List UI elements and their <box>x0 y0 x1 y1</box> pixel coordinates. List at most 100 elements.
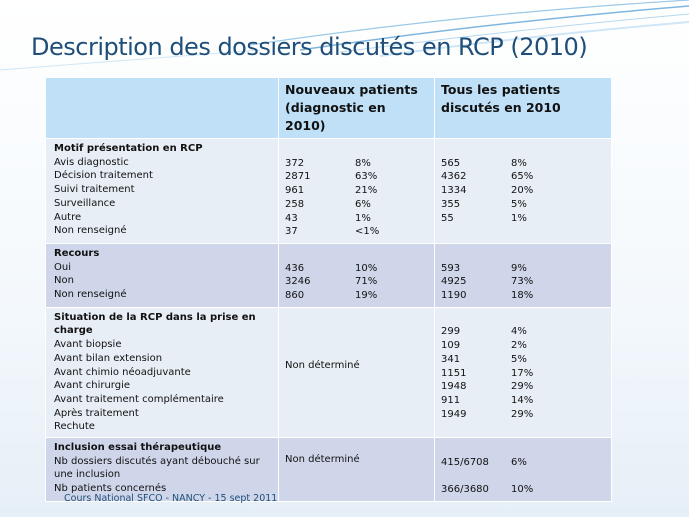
percent-value: 65% <box>511 171 534 183</box>
row-label: Avant chimio néoadjuvante <box>54 366 191 378</box>
value-row: 3246 71% <box>285 275 428 289</box>
count-value: 4362 <box>441 171 467 183</box>
value-row: 415/6708 6% <box>441 456 605 470</box>
value-row: 372 8% <box>285 157 428 171</box>
value-row: 37 <1% <box>285 225 428 239</box>
count-value: 565 <box>441 157 461 169</box>
value-row: 4925 73% <box>441 275 605 289</box>
count-value: 372 <box>285 157 305 169</box>
percent-value: <1% <box>355 226 380 238</box>
all-patients-cell: 565 8% 4362 65% 1334 20% 355 5% 55 1% <box>434 138 612 244</box>
header-new-patients: Nouveaux patients (diagnostic en 2010) <box>278 77 435 139</box>
value-row: 341 5% <box>441 353 605 367</box>
count-value: 415/6708 <box>441 456 489 468</box>
value-row: 43 1% <box>285 212 428 226</box>
row-label: Avis diagnostic <box>54 156 129 168</box>
value-row: 1949 29% <box>441 408 605 422</box>
value-row: 436 10% <box>285 262 428 276</box>
row-label: Oui <box>54 261 71 273</box>
value-row: 565 8% <box>441 157 605 171</box>
percent-value: 4% <box>511 326 527 338</box>
percent-value: 2% <box>511 340 527 352</box>
value-row: 1334 20% <box>441 184 605 198</box>
count-value: 1334 <box>441 185 467 197</box>
count-value: 1151 <box>441 367 467 379</box>
value-row: 2871 63% <box>285 170 428 184</box>
section-heading: Motif présentation en RCP <box>54 143 203 154</box>
row-label: Suivi traitement <box>54 184 135 196</box>
section-heading: Situation de la RCP dans la prise en cha… <box>54 311 256 337</box>
table-row: Inclusion essai thérapeutique Nb dossiers… <box>45 437 612 502</box>
row-label: Nb dossiers discutés ayant débouché sur … <box>54 455 260 481</box>
percent-value: 21% <box>355 185 378 197</box>
decorative-waves <box>0 0 689 71</box>
count-value: 3246 <box>285 276 311 288</box>
row-label: Non renseigné <box>54 289 127 301</box>
row-label: Non <box>54 275 74 287</box>
percent-value: 14% <box>511 394 534 406</box>
value-row: 355 5% <box>441 198 605 212</box>
percent-value: 73% <box>511 276 534 288</box>
value-row: 1948 29% <box>441 380 605 394</box>
value-row: 961 21% <box>285 184 428 198</box>
count-value: 366/3680 <box>441 484 489 496</box>
new-patients-cell: Non déterminé <box>278 306 435 439</box>
count-value: 4925 <box>441 276 467 288</box>
percent-value: 8% <box>355 157 371 169</box>
percent-value: 10% <box>511 484 534 496</box>
percent-value: 29% <box>511 381 534 393</box>
count-value: 436 <box>285 262 305 274</box>
count-value: 911 <box>441 394 461 406</box>
count-value: 860 <box>285 290 305 301</box>
table-row: Recours Oui Non Non renseigné 436 10% 3246 71% 8… <box>45 242 612 308</box>
table-row: Situation de la RCP dans la prise en cha… <box>45 306 612 439</box>
row-label: Après traitement <box>54 407 139 419</box>
table-header-row: Nouveaux patients (diagnostic en 2010) T… <box>45 77 612 139</box>
not-determined-text: Non déterminé <box>285 454 360 466</box>
value-row: 860 19% <box>285 289 428 303</box>
row-label: Avant chirurgie <box>54 380 131 392</box>
table-row: Motif présentation en RCP Avis diagnostic… <box>45 138 612 244</box>
row-label: Décision traitement <box>54 170 153 182</box>
percent-value: 18% <box>511 290 534 301</box>
value-row: 299 4% <box>441 325 605 339</box>
page-title: Description des dossiers discutés en RCP… <box>31 33 588 61</box>
count-value: 1948 <box>441 381 467 393</box>
percent-value: 71% <box>355 276 378 288</box>
data-table: Nouveaux patients (diagnostic en 2010) T… <box>45 77 612 502</box>
all-patients-cell: 415/6708 6% 366/3680 10% <box>434 437 612 502</box>
count-value: 1949 <box>441 408 467 420</box>
label-cell: Situation de la RCP dans la prise en cha… <box>45 306 279 439</box>
percent-value: 63% <box>355 171 378 183</box>
row-label: Rechute <box>54 421 95 433</box>
count-value: 593 <box>441 262 461 274</box>
all-patients-cell: 593 9% 4925 73% 1190 18% <box>434 242 612 308</box>
percent-value: 5% <box>511 353 527 365</box>
percent-value: 9% <box>511 262 527 274</box>
value-row: 1151 17% <box>441 367 605 381</box>
label-cell: Motif présentation en RCP Avis diagnostic… <box>45 138 279 244</box>
row-label: Surveillance <box>54 197 116 209</box>
footer-text: Cours National SFCO - NANCY - 15 sept 20… <box>64 493 278 504</box>
count-value: 961 <box>285 185 305 197</box>
value-row: 1190 18% <box>441 289 605 303</box>
row-label: Autre <box>54 211 82 223</box>
percent-value: 6% <box>511 456 527 468</box>
percent-value: 1% <box>511 212 527 224</box>
percent-value: 5% <box>511 198 527 210</box>
row-label: Avant bilan extension <box>54 352 163 364</box>
new-patients-cell: 372 8% 2871 63% 961 21% 258 6% 43 1% 37 <1% <box>278 138 435 244</box>
percent-value: 20% <box>511 185 534 197</box>
row-label: Nb patients concernés <box>54 483 167 495</box>
value-row: 258 6% <box>285 198 428 212</box>
count-value: 341 <box>441 353 461 365</box>
percent-value: 19% <box>355 290 378 301</box>
not-determined-text: Non déterminé <box>285 359 360 371</box>
label-cell: Inclusion essai thérapeutique Nb dossiers… <box>45 437 279 502</box>
value-row: 55 1% <box>441 212 605 226</box>
count-value: 258 <box>285 198 305 210</box>
row-label: Non renseigné <box>54 225 127 237</box>
count-value: 55 <box>441 212 454 224</box>
header-all-patients: Tous les patients discutés en 2010 <box>434 77 612 139</box>
value-row: 4362 65% <box>441 170 605 184</box>
